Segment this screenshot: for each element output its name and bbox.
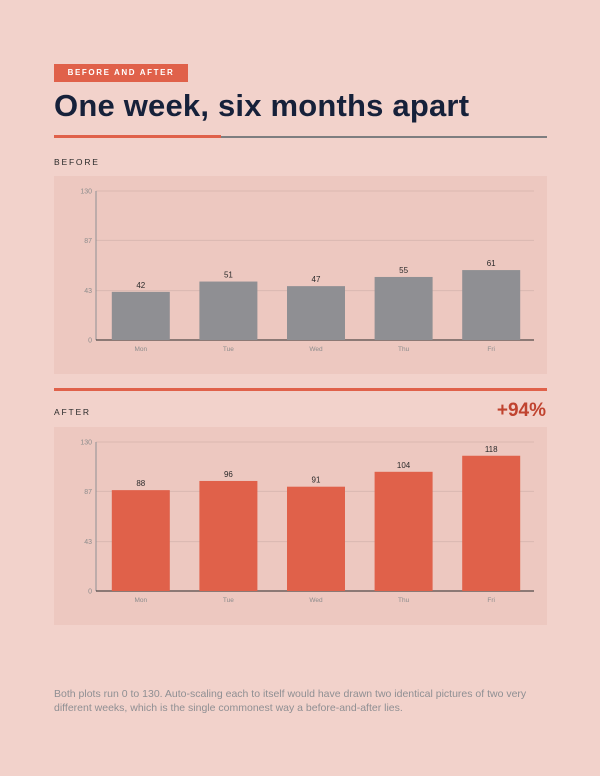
bar-wed xyxy=(287,286,345,340)
x-tick-label: Mon xyxy=(134,346,147,353)
x-tick-label: Fri xyxy=(487,346,495,353)
change-percent-badge: +94% xyxy=(496,400,546,421)
y-tick-label: 87 xyxy=(84,489,92,496)
bar-wed xyxy=(287,486,345,591)
footnote: Both plots run 0 to 130. Auto-scaling ea… xyxy=(54,688,527,714)
after-bar-chart: 0 43 87 130 88 Mon 96 Tue 91 Wed 104 Thu 118 Fri xyxy=(80,440,534,604)
y-tick-label: 43 xyxy=(84,539,92,546)
x-tick-label: Tue xyxy=(223,597,234,604)
page-title: One week, six months apart xyxy=(54,88,470,123)
data-label: 88 xyxy=(136,479,145,488)
before-bar-chart: 0 43 87 130 42 Mon 51 Tue 47 Wed 55 Thu 61 Fri xyxy=(80,189,534,353)
data-label: 104 xyxy=(397,461,411,470)
x-tick-label: Thu xyxy=(398,346,410,353)
y-tick-label: 87 xyxy=(84,238,92,245)
bar-fri xyxy=(462,455,521,591)
data-label: 91 xyxy=(312,476,321,485)
y-tick-label: 130 xyxy=(80,440,92,447)
data-label: 61 xyxy=(487,259,496,268)
y-tick-label: 0 xyxy=(88,589,92,596)
data-label: 42 xyxy=(136,281,145,290)
section-divider xyxy=(54,388,547,391)
section-tag: BEFORE AND AFTER xyxy=(54,64,188,82)
y-tick-label: 0 xyxy=(88,338,92,345)
x-tick-label: Fri xyxy=(487,597,495,604)
bar-mon xyxy=(111,291,170,340)
after-chart-panel: 0 43 87 130 88 Mon 96 Tue 91 Wed 104 Thu 118 Fri xyxy=(54,427,547,625)
data-label: 47 xyxy=(312,275,321,284)
bar-thu xyxy=(374,471,433,591)
title-rule xyxy=(54,136,547,138)
y-tick-label: 130 xyxy=(80,189,92,196)
x-tick-label: Wed xyxy=(309,346,323,353)
x-tick-label: Mon xyxy=(134,597,147,604)
data-label: 55 xyxy=(399,266,408,275)
data-label: 51 xyxy=(224,271,233,280)
before-chart-panel: 0 43 87 130 42 Mon 51 Tue 47 Wed 55 Thu 61 Fri xyxy=(54,176,547,374)
bar-tue xyxy=(199,281,258,340)
bar-fri xyxy=(462,270,521,340)
x-tick-label: Tue xyxy=(223,346,234,353)
data-label: 118 xyxy=(485,445,498,454)
bar-mon xyxy=(111,490,170,591)
x-tick-label: Wed xyxy=(309,597,323,604)
bar-tue xyxy=(199,480,258,591)
data-label: 96 xyxy=(224,470,233,479)
title-rule-accent xyxy=(54,135,221,138)
bar-thu xyxy=(374,276,433,340)
y-tick-label: 43 xyxy=(84,288,92,295)
after-label: AFTER xyxy=(54,407,91,417)
x-tick-label: Thu xyxy=(398,597,410,604)
before-label: BEFORE xyxy=(54,157,100,167)
